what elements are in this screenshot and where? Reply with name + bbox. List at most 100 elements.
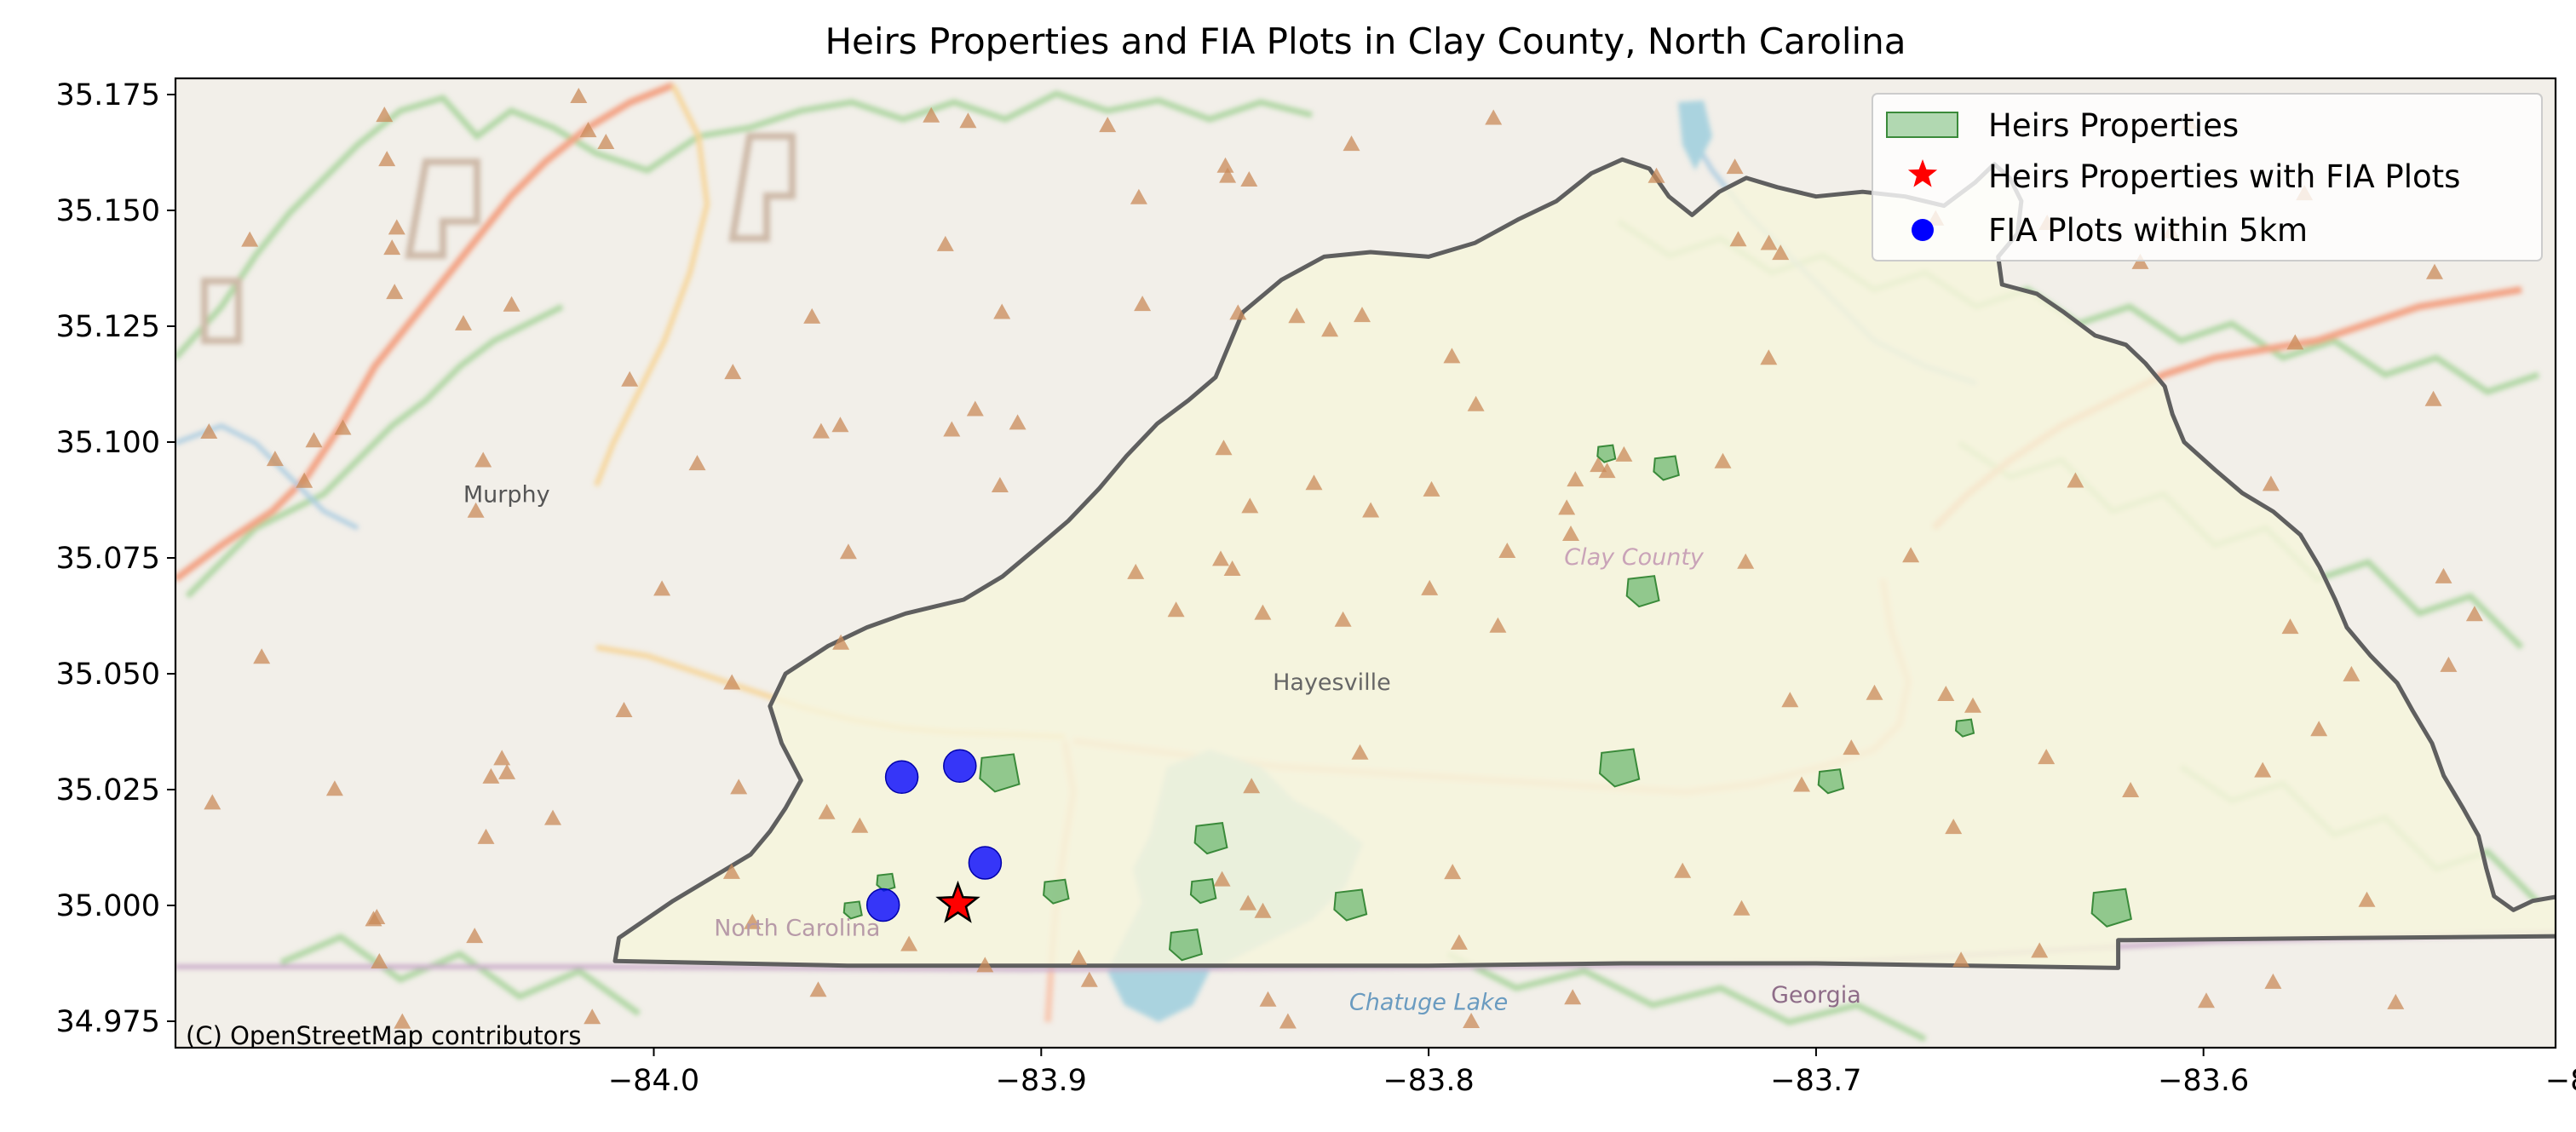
peak-icon [241,231,259,247]
peak-icon [1737,553,1755,569]
peak-icon [1952,951,1970,968]
peak-icon [1343,135,1360,152]
heirs-property [979,753,1021,793]
fia-plot [943,749,977,784]
peak-icon [2358,891,2376,907]
place-label-murphy: Murphy [463,482,550,509]
peak-icon [1241,497,1259,514]
peak-icon [1760,349,1778,365]
heirs-property [1333,888,1368,922]
peak-icon [204,794,221,810]
peak-icon [1354,307,1371,323]
peak-icon [1259,991,1277,1007]
peak-icon [1714,452,1732,468]
peak-icon [266,451,284,467]
x-tick-label: −83.8 [1383,1064,1474,1098]
peak-icon [394,1013,411,1029]
y-tick-label: 35.050 [56,658,160,692]
heirs-property [1169,928,1203,962]
peak-icon [653,580,671,596]
peak-icon [1463,1013,1481,1028]
peak-icon [1964,697,1981,713]
fia-plots-layer [865,749,1003,922]
x-tick-label: −84.0 [608,1064,699,1098]
place-labels: Murphy Hayesville Clay County North Carolin… [463,482,1861,1016]
peak-icon [2031,942,2049,958]
peak-icon [1305,474,1323,491]
place-label-clay-county: Clay County [1564,544,1705,571]
protected-area [201,278,242,344]
heirs-property [1817,768,1845,795]
heirs-property [876,872,896,892]
y-tick-label: 35.150 [56,194,160,228]
x-tick-label: −83.6 [2158,1064,2249,1098]
peak-icon [2264,973,2282,989]
place-label-georgia: Georgia [1771,982,1861,1008]
peak-icon [744,913,762,929]
y-tick-label: 35.175 [56,78,160,112]
heirs-with-fia-layer [935,880,980,923]
peak-icon [466,928,484,944]
heirs-property [1598,748,1641,788]
x-tick-label: −83.7 [1770,1064,1861,1098]
peak-icon [1127,563,1145,579]
peak-icon [1254,902,1272,918]
peak-icon [378,151,396,167]
peak-icon [584,1008,601,1025]
peak-icon [2198,992,2215,1008]
heirs-property [2090,888,2132,928]
y-tick-label: 35.100 [56,426,160,460]
peak-icon [2424,390,2442,406]
peak-icon [474,451,492,468]
peak-icon [1781,692,1799,708]
peak-icon [991,477,1009,492]
peak-icon [1239,894,1257,911]
peak-icon [621,371,639,387]
legend-circle-icon [1912,219,1934,241]
peak-icon [722,863,740,879]
peak-icon [365,911,382,927]
peak-icon [2254,761,2272,778]
peak-icon [482,767,500,784]
peak-icon [832,634,850,650]
y-tick-label: 35.075 [56,542,160,576]
peak-icon [1213,871,1231,887]
peak-icon [615,702,633,717]
peak-icon [943,421,961,437]
peak-icon [1362,502,1380,518]
peak-icon [1485,109,1503,125]
peak-icon [831,417,849,433]
peak-icon [812,422,830,439]
protected-area [728,133,796,242]
legend-box [1872,93,2543,261]
peak-icon [1216,157,1234,173]
peak-icon [2067,472,2084,488]
peak-icon [1099,117,1117,133]
place-label-chatuge-lake: Chatuge Lake [1349,989,1508,1015]
peak-icon [2435,567,2452,583]
peak-icon [724,364,742,380]
peak-icon [2440,656,2458,672]
peak-icon [1498,543,1516,558]
peak-icon [923,106,940,123]
legend-label-heirs-fia: Heirs Properties with FIA Plots [1988,158,2460,195]
peak-icon [803,307,821,324]
peak-icon [1254,604,1272,620]
legend-star-icon [1907,159,1938,187]
peak-icon [2122,782,2140,797]
peak-icon [386,284,404,300]
heirs-property [842,900,863,920]
heirs-property [1193,822,1228,855]
peak-icon [1279,1013,1297,1029]
peak-icon [839,543,857,560]
peak-icon [1793,776,1810,792]
peak-icon [976,957,994,973]
heirs-property [1043,878,1070,905]
peak-icon [1444,864,1462,880]
forest-outline [175,90,1313,360]
protected-area [405,158,480,259]
peak-icon [1733,899,1751,916]
x-axis: −84.0 −83.9 −83.8 −83.7 −83.6 −83.5 [608,1048,2576,1098]
fia-plot [968,846,1003,880]
